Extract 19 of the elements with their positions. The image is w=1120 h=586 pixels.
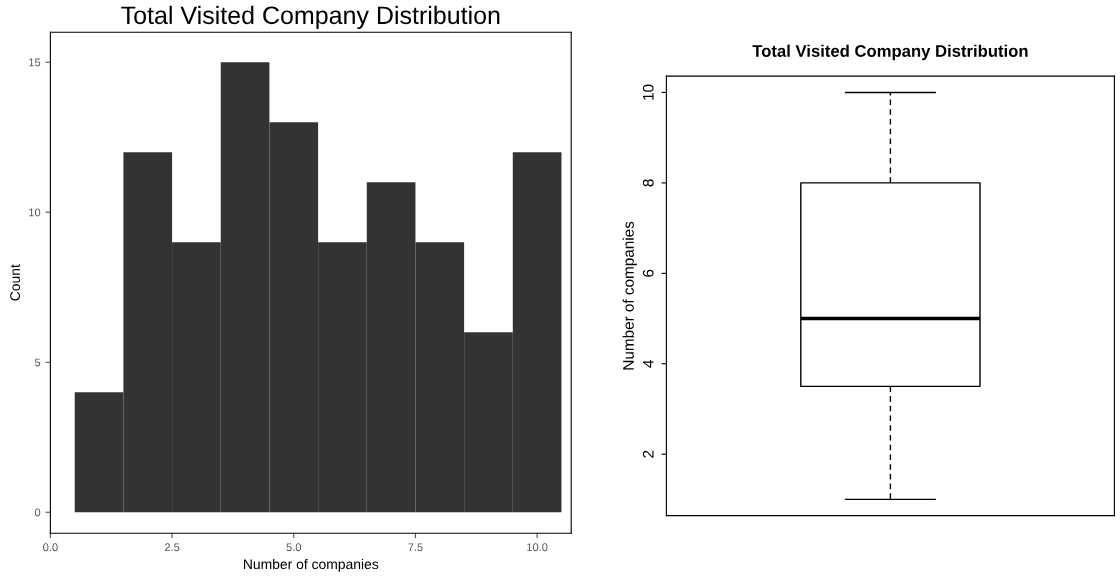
y-tick-label: 4 (643, 359, 654, 368)
y-tick-label: 8 (642, 179, 654, 187)
y-tick-label: 0 (34, 508, 41, 517)
y-tick-label: 10 (29, 208, 41, 217)
chart-title: Total Visited Company Distribution (121, 5, 500, 30)
y-tick-label: 5 (34, 358, 41, 367)
x-tick-label: 5.0 (286, 543, 302, 552)
y-axis-title: Count (10, 264, 21, 301)
x-tick-label: 10.0 (527, 543, 548, 552)
x-tick-label: 2.5 (164, 543, 180, 552)
x-tick-label: 0.0 (43, 543, 58, 552)
y-tick-label: 15 (29, 58, 41, 67)
y-tick-label: 2 (642, 450, 654, 458)
x-axis-title: Number of companies (244, 558, 379, 572)
chart-title: Total Visited Company Distribution (752, 44, 1028, 61)
y-axis-title: Number of companies (622, 221, 637, 370)
y-tick-label: 6 (642, 269, 654, 277)
x-tick-label: 7.5 (408, 543, 423, 552)
y-tick-label: 10 (642, 84, 654, 100)
